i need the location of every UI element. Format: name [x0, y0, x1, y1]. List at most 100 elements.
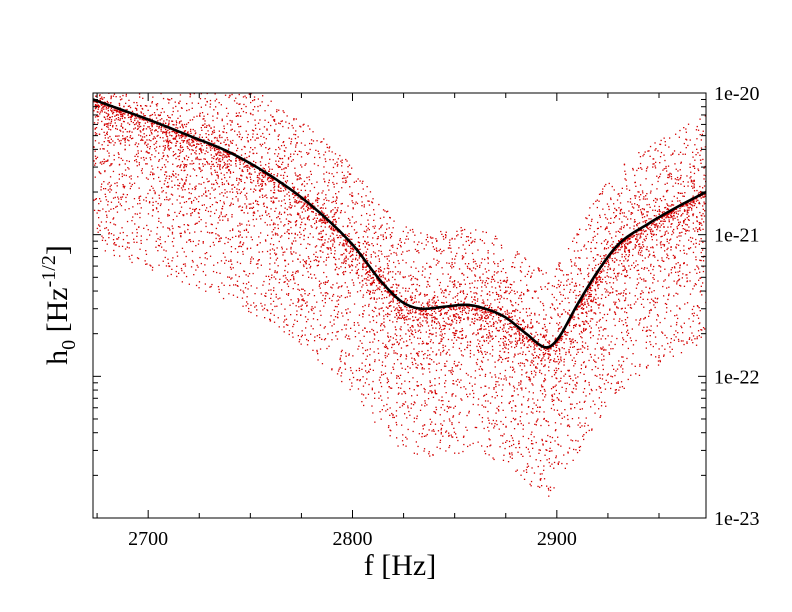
scatter-point — [106, 216, 108, 218]
scatter-point — [389, 387, 392, 389]
scatter-point — [445, 296, 447, 299]
scatter-point — [598, 330, 601, 332]
scatter-point — [227, 152, 229, 154]
scatter-point — [629, 337, 632, 339]
scatter-point — [449, 315, 451, 317]
scatter-point — [382, 373, 385, 376]
scatter-point — [358, 332, 360, 334]
scatter-point — [300, 142, 303, 144]
scatter-point — [442, 346, 444, 349]
scatter-point — [295, 144, 297, 146]
scatter-point — [366, 279, 368, 281]
scatter-point — [340, 355, 342, 357]
scatter-point — [151, 60, 152, 61]
scatter-point — [389, 301, 391, 303]
scatter-point — [463, 307, 465, 309]
scatter-point — [265, 295, 267, 297]
scatter-point — [222, 157, 224, 159]
scatter-point — [215, 106, 217, 108]
scatter-point — [467, 319, 469, 321]
scatter-point — [471, 296, 473, 298]
scatter-point — [138, 187, 140, 189]
scatter-point — [232, 267, 234, 269]
scatter-point — [366, 258, 368, 260]
scatter-point — [699, 310, 701, 312]
scatter-point — [304, 260, 306, 263]
scatter-point — [481, 351, 483, 353]
scatter-point — [171, 268, 173, 270]
scatter-point — [604, 288, 606, 290]
scatter-point — [538, 449, 540, 451]
scatter-point — [263, 126, 266, 128]
scatter-point — [245, 97, 247, 99]
scatter-point — [533, 343, 535, 345]
scatter-point — [149, 115, 151, 117]
scatter-point — [287, 229, 289, 231]
scatter-point — [98, 78, 99, 79]
scatter-point — [559, 327, 561, 329]
scatter-point — [261, 194, 264, 196]
scatter-point — [223, 183, 225, 185]
scatter-point — [573, 448, 575, 451]
scatter-point — [130, 87, 131, 88]
scatter-point — [202, 118, 204, 120]
scatter-point — [596, 321, 598, 323]
scatter-point — [117, 77, 118, 78]
scatter-point — [488, 337, 490, 339]
scatter-point — [677, 262, 679, 264]
scatter-point — [101, 163, 103, 165]
scatter-point — [514, 293, 516, 295]
scatter-point — [439, 334, 441, 336]
scatter-point — [158, 152, 160, 154]
scatter-point — [282, 141, 284, 144]
scatter-point — [596, 279, 598, 281]
scatter-point — [260, 188, 262, 190]
scatter-point — [305, 202, 307, 204]
scatter-point — [457, 302, 459, 304]
scatter-point — [688, 226, 690, 228]
scatter-point — [593, 279, 595, 281]
scatter-point — [176, 275, 178, 278]
scatter-point — [320, 246, 322, 248]
scatter-point — [193, 210, 196, 212]
scatter-point — [691, 237, 694, 239]
scatter-point — [653, 221, 655, 224]
scatter-point — [264, 183, 266, 185]
scatter-point — [115, 206, 117, 208]
scatter-point — [641, 250, 643, 252]
scatter-point — [145, 128, 148, 130]
scatter-point — [488, 454, 490, 456]
scatter-point — [323, 220, 325, 222]
scatter-point — [685, 230, 687, 232]
scatter-point — [451, 373, 453, 375]
scatter-point — [382, 302, 384, 304]
scatter-point — [673, 150, 676, 152]
scatter-point — [151, 122, 153, 124]
scatter-point — [543, 411, 545, 413]
scatter-point — [488, 291, 491, 293]
scatter-point — [264, 176, 266, 178]
scatter-point — [380, 382, 382, 384]
scatter-point — [273, 187, 275, 189]
scatter-point — [280, 120, 282, 123]
scatter-point — [256, 315, 258, 317]
scatter-point — [160, 111, 162, 114]
scatter-point — [692, 222, 694, 224]
scatter-point — [145, 250, 147, 252]
scatter-point — [184, 130, 187, 132]
scatter-point — [479, 374, 481, 376]
scatter-point — [304, 223, 306, 225]
scatter-point — [218, 102, 220, 104]
scatter-point — [179, 232, 181, 235]
scatter-point — [139, 90, 140, 91]
scatter-point — [680, 174, 682, 177]
scatter-point — [634, 247, 636, 249]
scatter-point — [417, 323, 419, 326]
scatter-point — [408, 410, 410, 413]
scatter-point — [487, 299, 489, 301]
scatter-point — [448, 434, 450, 437]
scatter-point — [683, 285, 686, 287]
scatter-point — [598, 397, 600, 399]
scatter-point — [177, 127, 179, 129]
scatter-point — [383, 318, 385, 320]
